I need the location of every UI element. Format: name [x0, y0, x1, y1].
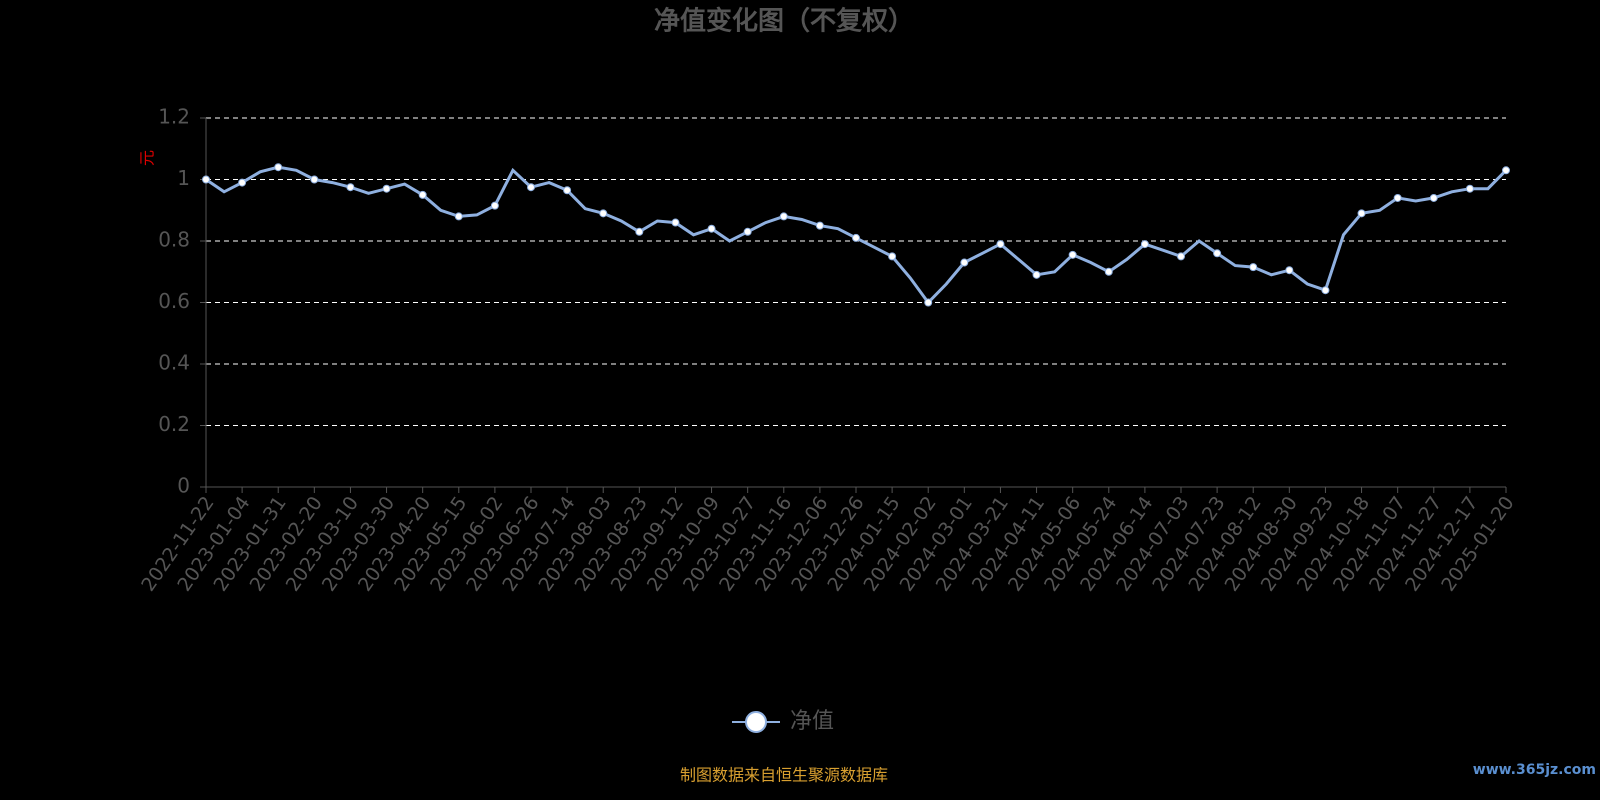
point	[1104, 267, 1113, 276]
y-tick-label: 0.6	[158, 289, 190, 313]
point	[960, 258, 969, 267]
point	[346, 183, 355, 192]
y-tick-label: 0.8	[158, 228, 190, 252]
point	[238, 178, 247, 187]
point	[707, 224, 716, 233]
y-tick-label: 0	[177, 474, 190, 498]
y-tick-label: 1.2	[158, 105, 190, 129]
point	[382, 184, 391, 193]
point	[1465, 184, 1474, 193]
chart-title: 净值变化图（不复权）	[654, 6, 914, 37]
y-axis-label: 元	[138, 150, 157, 166]
point	[635, 227, 644, 236]
point	[1140, 240, 1149, 249]
point	[1321, 286, 1330, 295]
point	[815, 221, 824, 230]
point	[924, 298, 933, 307]
point	[996, 240, 1005, 249]
point	[599, 209, 608, 218]
point	[1068, 250, 1077, 259]
point	[852, 233, 860, 242]
point	[671, 218, 680, 227]
y-tick-label: 0.4	[158, 351, 190, 375]
y-tick-label: 1	[177, 166, 190, 190]
footer: 制图数据来自恒生聚源数据库	[680, 766, 888, 785]
point	[490, 201, 499, 210]
legend-label: 净值	[790, 709, 834, 734]
point	[1429, 193, 1438, 202]
point	[310, 175, 319, 184]
point	[1249, 263, 1258, 272]
point	[1285, 266, 1294, 275]
point	[1357, 209, 1366, 218]
point	[1177, 252, 1185, 261]
point	[1393, 193, 1402, 202]
watermark: www.365jz.com	[1473, 762, 1596, 778]
point	[274, 163, 283, 172]
point	[779, 212, 788, 221]
point	[1032, 270, 1041, 279]
y-tick-label: 0.2	[158, 412, 190, 436]
point	[1213, 249, 1222, 258]
point	[1502, 166, 1510, 175]
point	[743, 227, 752, 236]
point	[888, 252, 897, 261]
point	[418, 190, 427, 199]
point	[563, 186, 572, 195]
point	[454, 212, 463, 221]
legend-marker	[745, 711, 767, 733]
point	[527, 183, 535, 192]
point	[202, 175, 210, 184]
